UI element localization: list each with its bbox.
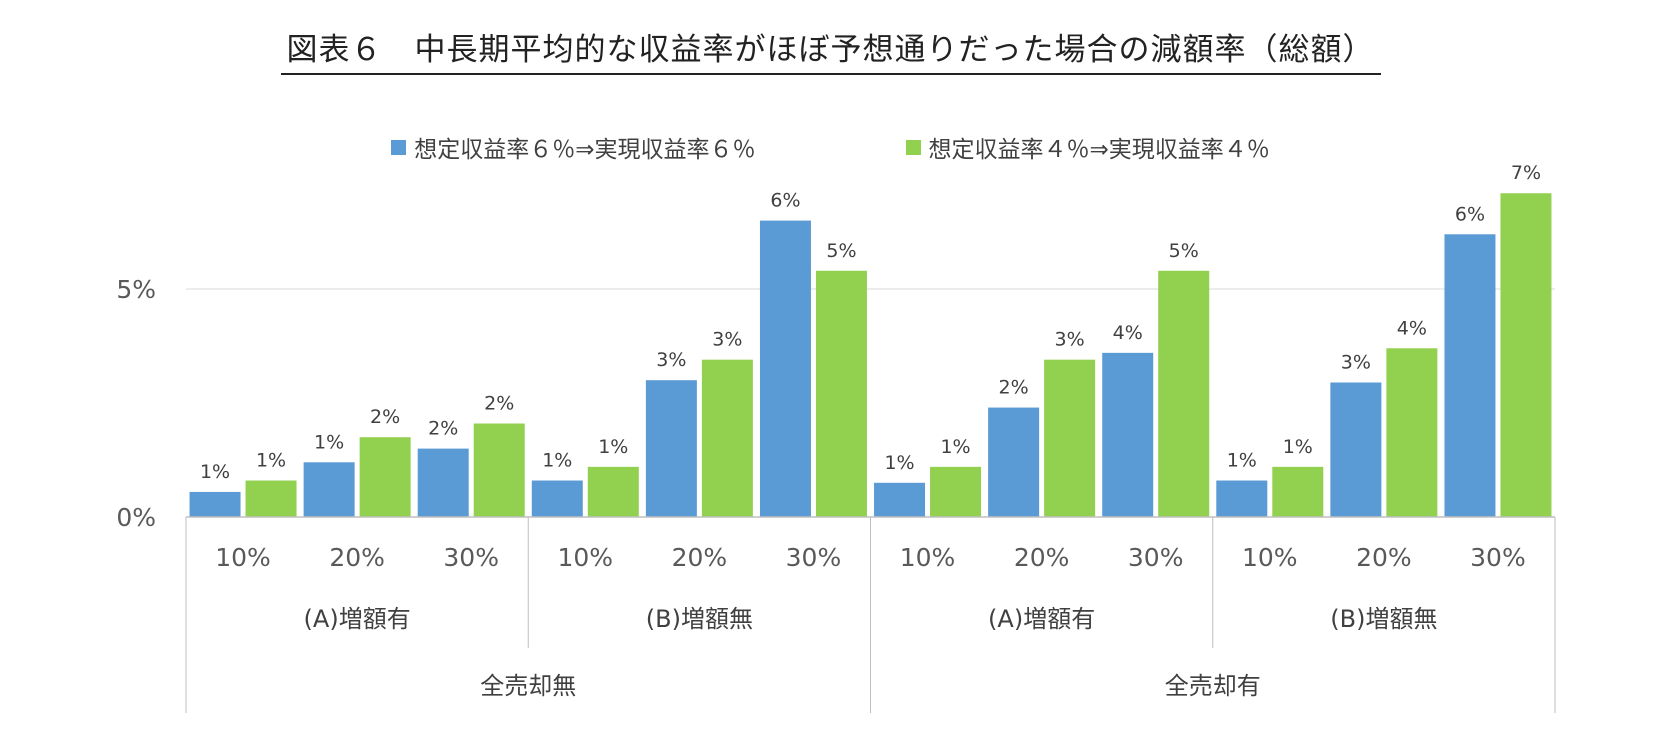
data-label: 2% — [999, 377, 1029, 399]
data-label: 1% — [884, 452, 914, 474]
x-tick-label: 20% — [672, 543, 728, 572]
data-label: 5% — [1169, 240, 1199, 262]
bar-green — [815, 270, 867, 517]
legend-label: 想定収益率６％⇒実現収益率６％ — [414, 137, 756, 163]
x-tick-label: 20% — [1014, 543, 1070, 572]
group-label-level2: 全売却無 — [480, 672, 576, 700]
bar-green — [587, 466, 639, 517]
x-tick-label: 10% — [558, 543, 614, 572]
x-tick-label: 10% — [900, 543, 956, 572]
x-tick-label: 30% — [1470, 543, 1526, 572]
data-label: 1% — [256, 450, 286, 472]
bar-green — [1386, 348, 1438, 517]
group-label-level1: (A)増額有 — [304, 605, 411, 633]
data-label: 4% — [1113, 322, 1143, 344]
bar-blue — [189, 491, 241, 517]
group-label-level2: 全売却有 — [1165, 672, 1261, 700]
x-tick-label: 20% — [329, 543, 385, 572]
data-label: 6% — [770, 190, 800, 212]
data-label: 6% — [1455, 203, 1485, 225]
bar-blue — [1330, 382, 1382, 517]
bar-green — [1500, 193, 1552, 518]
legend-item-series-2: 想定収益率４％⇒実現収益率４％ — [905, 130, 1270, 164]
data-label: 3% — [712, 329, 742, 351]
data-label: 3% — [656, 349, 686, 371]
bar-blue — [988, 407, 1040, 517]
data-label: 1% — [1227, 450, 1257, 472]
data-label: 3% — [1055, 329, 1085, 351]
bar-blue — [1216, 480, 1268, 517]
bar-blue — [874, 482, 926, 517]
y-tick-label: 0% — [116, 503, 156, 532]
chart-legend: 想定収益率６％⇒実現収益率６％ 想定収益率４％⇒実現収益率４％ — [0, 130, 1661, 164]
data-label: 2% — [428, 418, 458, 440]
y-tick-label: 5% — [116, 275, 156, 304]
x-tick-label: 20% — [1356, 543, 1412, 572]
x-tick-label: 10% — [215, 543, 271, 572]
x-tick-label: 30% — [1128, 543, 1184, 572]
legend-item-series-1: 想定収益率６％⇒実現収益率６％ — [391, 130, 756, 164]
bar-green — [701, 359, 753, 517]
data-label: 5% — [826, 240, 856, 262]
data-label: 7% — [1511, 162, 1541, 184]
bar-green — [930, 466, 982, 517]
bar-blue — [531, 480, 583, 517]
bar-blue — [1102, 352, 1154, 517]
data-label: 1% — [542, 450, 572, 472]
legend-label: 想定収益率４％⇒実現収益率４％ — [928, 137, 1270, 163]
x-tick-label: 30% — [786, 543, 842, 572]
data-label: 1% — [314, 431, 344, 453]
data-label: 4% — [1397, 317, 1427, 339]
bar-blue — [759, 220, 811, 517]
bar-blue — [303, 462, 355, 517]
bar-green — [1158, 270, 1210, 517]
data-label: 2% — [484, 393, 514, 415]
legend-swatch-blue — [391, 139, 407, 155]
data-label: 1% — [200, 461, 230, 483]
data-label: 1% — [940, 436, 970, 458]
chart-title: 図表６ 中長期平均的な収益率がほぼ予想通りだった場合の減額率（総額） — [0, 24, 1661, 75]
bar-green — [1044, 359, 1096, 517]
bar-green — [473, 423, 525, 517]
data-label: 3% — [1341, 351, 1371, 373]
bar-blue — [645, 380, 697, 517]
chart-title-text: 図表６ 中長期平均的な収益率がほぼ予想通りだった場合の減額率（総額） — [280, 24, 1381, 75]
group-label-level1: (B)増額無 — [646, 605, 753, 633]
bar-green — [245, 480, 297, 517]
data-label: 1% — [1283, 436, 1313, 458]
bar-blue — [417, 448, 469, 517]
bar-blue — [1444, 234, 1496, 517]
group-label-level1: (A)増額有 — [988, 605, 1095, 633]
bar-green — [1272, 466, 1324, 517]
group-label-level1: (B)増額無 — [1330, 605, 1437, 633]
data-label: 1% — [598, 436, 628, 458]
x-tick-label: 30% — [443, 543, 499, 572]
data-label: 2% — [370, 406, 400, 428]
x-tick-label: 10% — [1242, 543, 1298, 572]
legend-swatch-green — [905, 139, 921, 155]
bar-green — [359, 437, 411, 517]
